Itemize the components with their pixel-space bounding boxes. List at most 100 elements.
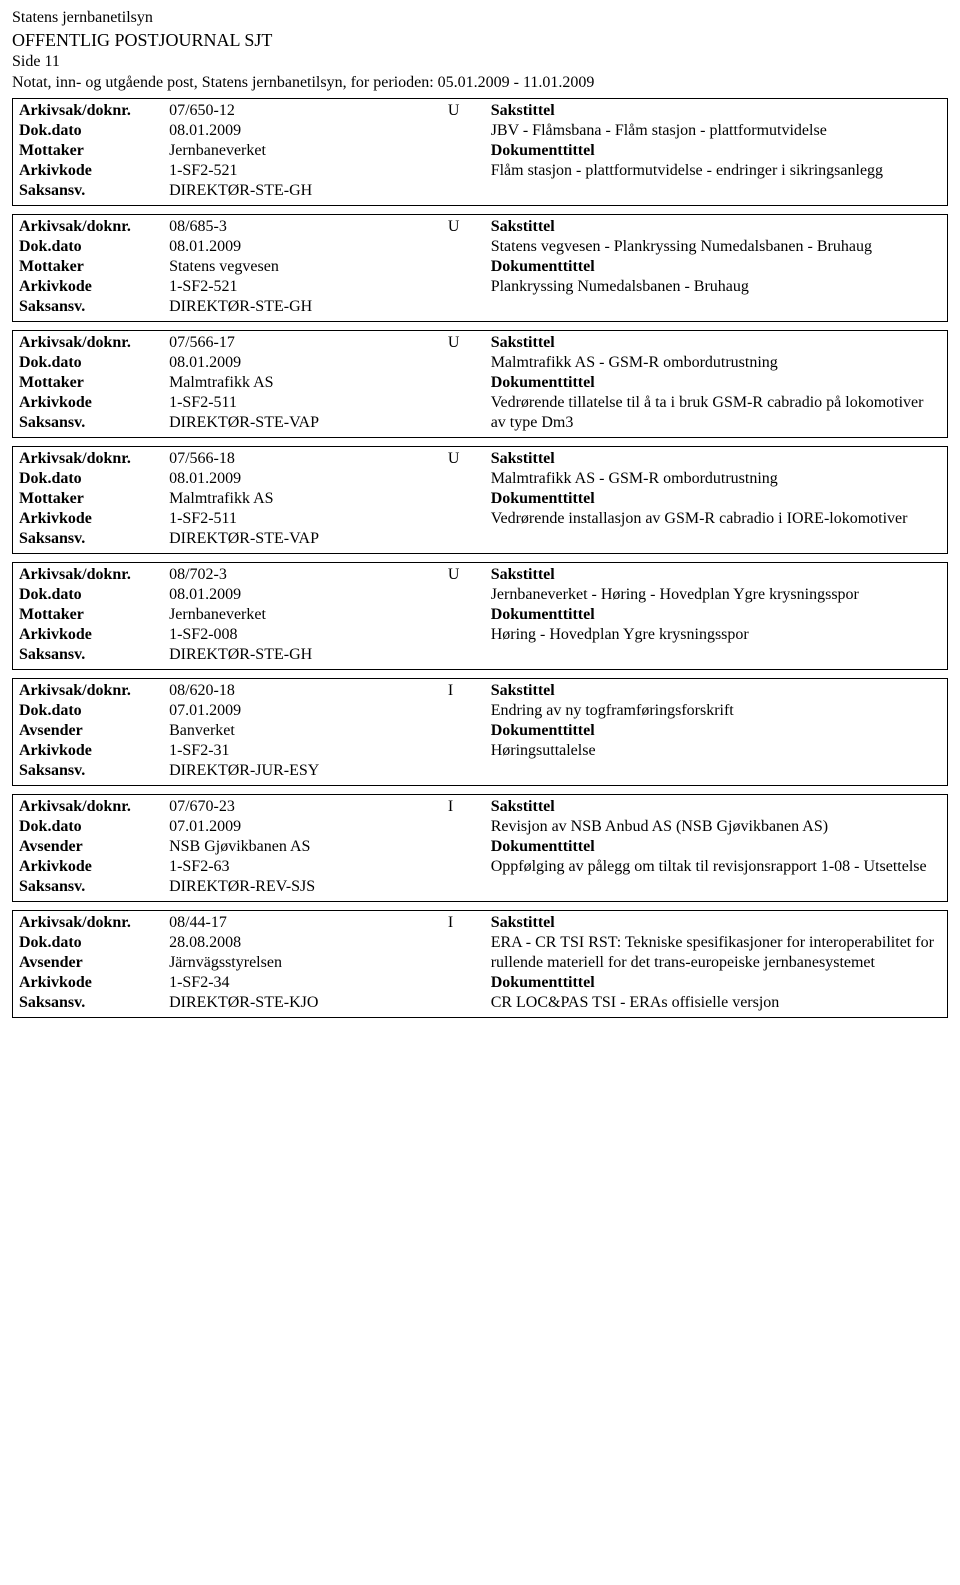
value-dokdato: 08.01.2009 (169, 469, 448, 489)
label-dokumenttittel: Dokumenttittel (491, 721, 941, 741)
label-saksansv: Saksansv. (19, 993, 169, 1013)
label-dokumenttittel: Dokumenttittel (491, 373, 941, 393)
value-doknr: 07/566-18 (169, 449, 448, 469)
value-type: U (448, 217, 491, 237)
value-doknr: 08/702-3 (169, 565, 448, 585)
right-content: Malmtrafikk AS - GSM-R ombordutrustningD… (491, 353, 941, 433)
value-arkivkode: 1-SF2-521 (169, 277, 448, 297)
label-sakstittel: Sakstittel (491, 682, 555, 699)
label-dokumenttittel: Dokumenttittel (491, 257, 941, 277)
value-dokumenttittel: Flåm stasjon - plattformutvidelse - endr… (491, 161, 941, 181)
right-content: ERA - CR TSI RST: Tekniske spesifikasjon… (491, 933, 941, 1013)
label-arkivkode: Arkivkode (19, 741, 169, 761)
records-container: Arkivsak/doknr.07/650-12USakstittelDok.d… (12, 98, 948, 1018)
value-dokdato: 08.01.2009 (169, 121, 448, 141)
label-sakstittel: Sakstittel (491, 798, 555, 815)
label-dokumenttittel: Dokumenttittel (491, 973, 941, 993)
journal-title: OFFENTLIG POSTJOURNAL SJT (12, 29, 948, 52)
label-dokdato: Dok.dato (19, 353, 169, 373)
right-content: JBV - Flåmsbana - Flåm stasjon - plattfo… (491, 121, 941, 201)
period-note: Notat, inn- og utgående post, Statens je… (12, 73, 948, 94)
label-arkivsak: Arkivsak/doknr. (19, 449, 169, 469)
value-dokdato: 08.01.2009 (169, 353, 448, 373)
value-type: U (448, 333, 491, 353)
value-doknr: 07/650-12 (169, 101, 448, 121)
value-dokdato: 08.01.2009 (169, 585, 448, 605)
label-arkivsak: Arkivsak/doknr. (19, 101, 169, 121)
label-party: Mottaker (19, 373, 169, 393)
record: Arkivsak/doknr.08/44-17ISakstittel Dok.da… (12, 910, 948, 1018)
value-arkivkode: 1-SF2-34 (169, 973, 448, 993)
value-party: Statens vegvesen (169, 257, 448, 277)
record-table: Arkivsak/doknr.07/566-18USakstittelDok.d… (19, 449, 941, 549)
record: Arkivsak/doknr.08/685-3USakstittelDok.da… (12, 214, 948, 322)
label-arkivsak: Arkivsak/doknr. (19, 217, 169, 237)
record-table: Arkivsak/doknr.07/670-23ISakstittel Dok.d… (19, 797, 941, 897)
value-saksansv: DIREKTØR-STE-KJO (169, 993, 448, 1013)
value-dokumenttittel: Vedrørende installasjon av GSM-R cabradi… (491, 509, 941, 529)
label-saksansv: Saksansv. (19, 529, 169, 549)
value-arkivkode: 1-SF2-008 (169, 625, 448, 645)
label-arkivkode: Arkivkode (19, 857, 169, 877)
label-sakstittel: Sakstittel (491, 914, 555, 931)
value-type: U (448, 101, 491, 121)
value-arkivkode: 1-SF2-521 (169, 161, 448, 181)
label-dokumenttittel: Dokumenttittel (491, 489, 941, 509)
value-type: U (448, 565, 491, 585)
label-party: Mottaker (19, 605, 169, 625)
label-arkivsak: Arkivsak/doknr. (19, 333, 169, 353)
value-sakstittel: Jernbaneverket - Høring - Hovedplan Ygre… (491, 585, 941, 605)
label-arkivkode: Arkivkode (19, 973, 169, 993)
record-table: Arkivsak/doknr.08/685-3USakstittelDok.da… (19, 217, 941, 317)
value-arkivkode: 1-SF2-63 (169, 857, 448, 877)
value-party: Järnvägsstyrelsen (169, 953, 448, 973)
value-party: NSB Gjøvikbanen AS (169, 837, 448, 857)
page-number: Side 11 (12, 52, 948, 73)
org-name: Statens jernbanetilsyn (12, 8, 948, 29)
label-arkivsak: Arkivsak/doknr. (19, 913, 169, 933)
label-arkivsak: Arkivsak/doknr. (19, 797, 169, 817)
label-dokdato: Dok.dato (19, 933, 169, 953)
label-arkivkode: Arkivkode (19, 509, 169, 529)
value-doknr: 08/44-17 (169, 913, 448, 933)
label-party: Mottaker (19, 257, 169, 277)
label-party: Avsender (19, 953, 169, 973)
record-table: Arkivsak/doknr.08/702-3USakstittelDok.da… (19, 565, 941, 665)
value-sakstittel: Statens vegvesen - Plankryssing Numedals… (491, 237, 941, 257)
label-party: Mottaker (19, 141, 169, 161)
record-table: Arkivsak/doknr.07/566-17USakstittelDok.d… (19, 333, 941, 433)
value-sakstittel: JBV - Flåmsbana - Flåm stasjon - plattfo… (491, 121, 941, 141)
right-content: Revisjon av NSB Anbud AS (NSB Gjøvikbane… (491, 817, 941, 897)
label-dokdato: Dok.dato (19, 817, 169, 837)
label-arkivsak: Arkivsak/doknr. (19, 565, 169, 585)
value-party: Jernbaneverket (169, 605, 448, 625)
value-sakstittel: ERA - CR TSI RST: Tekniske spesifikasjon… (491, 933, 941, 973)
label-sakstittel: Sakstittel (491, 334, 555, 351)
value-sakstittel: Endring av ny togframføringsforskrift (491, 701, 941, 721)
record: Arkivsak/doknr.07/566-17USakstittelDok.d… (12, 330, 948, 438)
value-party: Malmtrafikk AS (169, 373, 448, 393)
record-table: Arkivsak/doknr.08/44-17ISakstittel Dok.da… (19, 913, 941, 1013)
value-saksansv: DIREKTØR-STE-GH (169, 297, 448, 317)
value-doknr: 07/670-23 (169, 797, 448, 817)
label-sakstittel: Sakstittel (491, 566, 555, 583)
label-sakstittel: Sakstittel (491, 218, 555, 235)
value-dokumenttittel: Høringsuttalelse (491, 741, 941, 761)
label-dokumenttittel: Dokumenttittel (491, 605, 941, 625)
label-saksansv: Saksansv. (19, 645, 169, 665)
value-doknr: 08/685-3 (169, 217, 448, 237)
value-party: Malmtrafikk AS (169, 489, 448, 509)
value-party: Jernbaneverket (169, 141, 448, 161)
value-saksansv: DIREKTØR-REV-SJS (169, 877, 448, 897)
label-arkivkode: Arkivkode (19, 277, 169, 297)
value-dokumenttittel: Høring - Hovedplan Ygre krysningsspor (491, 625, 941, 645)
label-dokumenttittel: Dokumenttittel (491, 141, 941, 161)
value-sakstittel: Malmtrafikk AS - GSM-R ombordutrustning (491, 353, 941, 373)
value-type: I (448, 913, 491, 933)
value-arkivkode: 1-SF2-511 (169, 393, 448, 413)
page-header: Statens jernbanetilsyn OFFENTLIG POSTJOU… (12, 8, 948, 94)
value-saksansv: DIREKTØR-STE-GH (169, 645, 448, 665)
record: Arkivsak/doknr.07/650-12USakstittelDok.d… (12, 98, 948, 206)
value-doknr: 08/620-18 (169, 681, 448, 701)
value-type: I (448, 797, 491, 817)
